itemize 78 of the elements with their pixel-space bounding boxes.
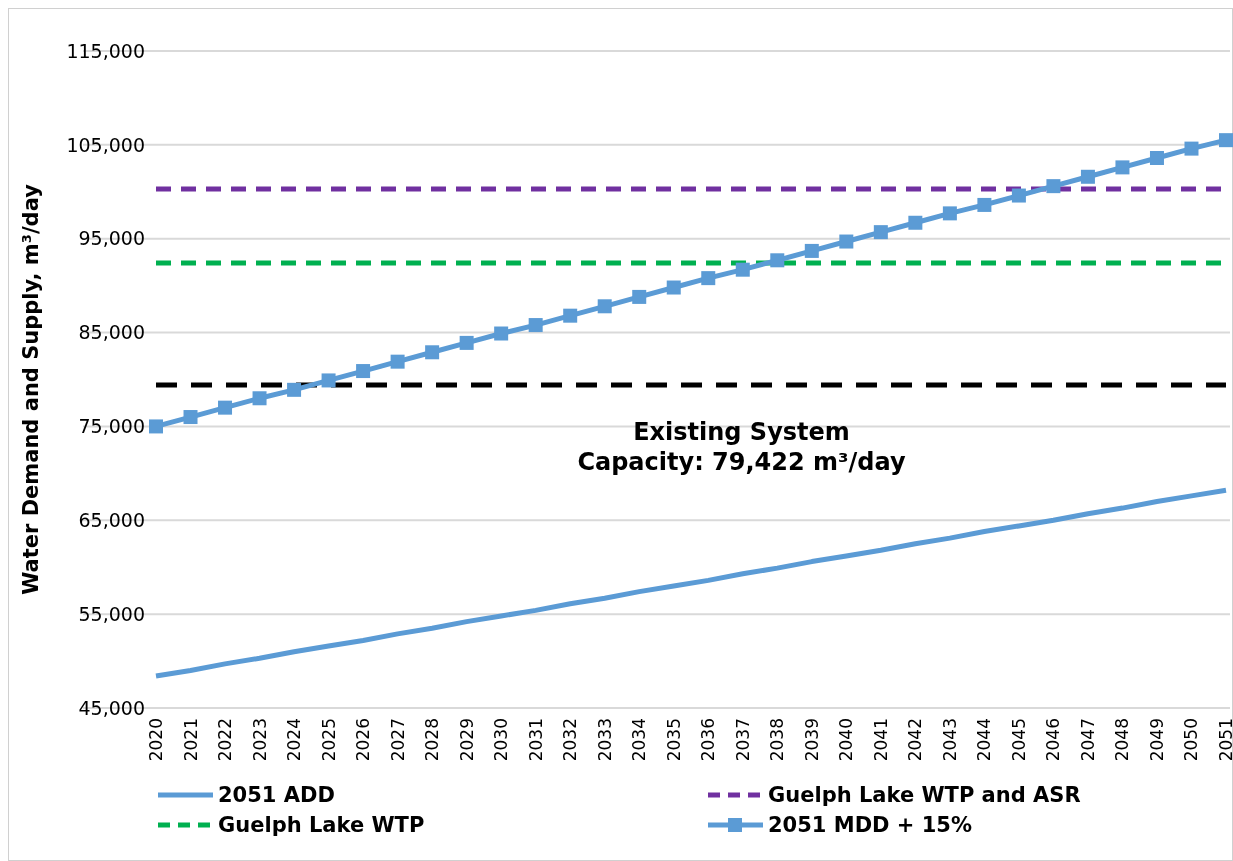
x-tick-label: 2046 [1043, 718, 1064, 762]
x-tick-label: 2026 [353, 718, 374, 762]
x-tick-label: 2036 [698, 718, 719, 762]
point [149, 419, 163, 434]
x-tick-label: 2027 [387, 718, 408, 762]
point [356, 364, 371, 379]
point [287, 382, 302, 397]
point [528, 318, 543, 333]
x-tick-label: 2040 [836, 718, 857, 762]
x-tick-label: 2043 [939, 718, 960, 762]
point [252, 391, 267, 406]
point [597, 299, 612, 314]
point [425, 345, 440, 360]
x-tick-label: 2045 [1008, 718, 1029, 762]
point [804, 243, 819, 258]
point [218, 400, 233, 415]
x-tick-label: 2042 [905, 718, 926, 762]
point [1184, 141, 1199, 156]
y-tick-label: 45,000 [78, 696, 145, 719]
legend-label: 2051 MDD + 15% [768, 813, 973, 838]
point [459, 335, 474, 350]
point [1046, 179, 1061, 194]
point [563, 308, 578, 323]
point [666, 280, 681, 295]
x-tick-label: 2021 [180, 718, 201, 762]
point [1115, 160, 1130, 175]
point [1149, 151, 1164, 165]
point [873, 225, 888, 240]
legend-label: Guelph Lake WTP and ASR [768, 783, 1081, 808]
x-tick-label: 2029 [456, 718, 477, 762]
point [977, 197, 992, 212]
y-axis-title: Water Demand and Supply, m³/day [19, 183, 43, 595]
x-tick-label: 2028 [422, 718, 443, 762]
point [390, 354, 405, 369]
point [494, 326, 509, 341]
y-tick-label: 85,000 [78, 321, 145, 344]
point [839, 234, 854, 249]
point [321, 373, 336, 388]
x-tick-label: 2044 [974, 718, 995, 762]
x-tick-label: 2033 [594, 718, 615, 762]
y-tick-label: 115,000 [66, 39, 145, 62]
point [1080, 169, 1095, 184]
y-tick-label: 55,000 [78, 602, 145, 625]
x-tick-label: 2030 [491, 718, 512, 762]
point [1011, 188, 1026, 203]
legend-label: 2051 ADD [218, 783, 335, 808]
point [735, 262, 750, 277]
point [770, 253, 785, 268]
x-tick-label: 2035 [663, 718, 684, 762]
x-tick-label: 2023 [249, 718, 270, 762]
x-tick-label: 2025 [318, 718, 339, 762]
x-tick-label: 2050 [1181, 718, 1202, 762]
y-tick-label: 95,000 [78, 227, 145, 250]
ref-line-label: Existing System Capacity: 79,422 m³/day [577, 417, 906, 476]
x-tick-label: 2024 [284, 718, 305, 762]
x-tick-label: 2032 [560, 718, 581, 762]
legend-label: Guelph Lake WTP [218, 813, 425, 838]
x-tick-label: 2048 [1112, 718, 1133, 762]
x-tick-label: 2047 [1077, 718, 1098, 762]
x-tick-label: 2031 [525, 718, 546, 762]
x-tick-label: 2041 [870, 718, 891, 762]
y-tick-label: 105,000 [66, 133, 145, 156]
point [701, 271, 716, 286]
y-tick-label: 65,000 [78, 508, 145, 531]
point [183, 410, 198, 425]
x-tick-label: 2039 [801, 718, 822, 762]
x-tick-label: 2022 [215, 718, 236, 762]
point [908, 215, 923, 230]
y-tick-label: 75,000 [78, 415, 145, 438]
point [1219, 133, 1233, 148]
x-tick-label: 2051 [1216, 718, 1233, 762]
x-tick-label: 2049 [1146, 718, 1167, 762]
x-tick-label: 2038 [767, 718, 788, 762]
point [942, 206, 957, 221]
x-tick-label: 2020 [146, 718, 166, 762]
x-tick-label: 2034 [629, 718, 650, 762]
point [632, 289, 647, 304]
x-tick-label: 2037 [732, 718, 753, 762]
